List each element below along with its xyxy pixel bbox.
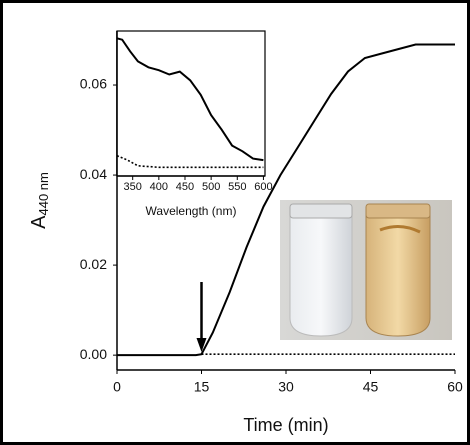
x-tick-label: 0 [113, 379, 121, 395]
arrow-head [196, 338, 207, 352]
y-tick-label: 0.02 [80, 256, 107, 272]
y-axis-label-main: A [28, 215, 50, 229]
x-axis-label: Time (min) [243, 415, 328, 435]
x-tick-label: 350 [124, 181, 142, 193]
x-tick-label: 600 [254, 181, 272, 193]
data-line [116, 154, 264, 169]
x-tick-label: 450 [176, 181, 194, 193]
x-tick-label: 550 [228, 181, 246, 193]
x-tick-label: 400 [150, 181, 168, 193]
x-tick-label: 45 [363, 379, 379, 395]
data-line [116, 37, 264, 162]
inset-frame [116, 30, 266, 177]
y-tick-label: 0.00 [80, 346, 107, 362]
y-tick-label: 0.04 [80, 166, 107, 182]
data-line [117, 43, 455, 357]
x-tick-label: 30 [278, 379, 294, 395]
x-tick-label: 15 [194, 379, 210, 395]
x-axis-label: Wavelength (nm) [146, 204, 237, 218]
y-axis-label-sub: 440 nm [36, 172, 51, 215]
x-tick-label: 60 [447, 379, 463, 395]
y-axis-label: A440 nm [28, 172, 51, 229]
photo [280, 200, 452, 340]
x-tick-label: 500 [202, 181, 220, 193]
y-tick-label: 0.06 [80, 76, 107, 92]
